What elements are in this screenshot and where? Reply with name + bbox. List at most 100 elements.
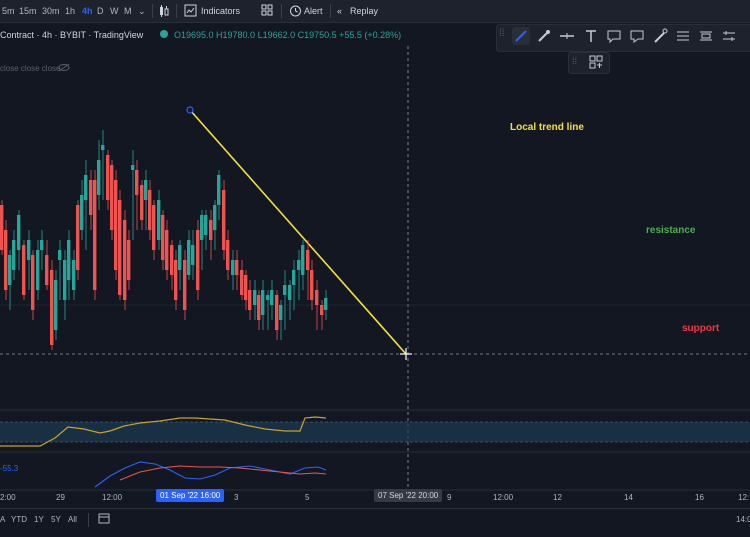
candle-body [178,245,182,270]
candle-body [27,240,31,260]
drag-handle-icon[interactable]: ⁞⁞ [572,56,578,66]
candle-body [140,185,144,220]
timeframe-4h[interactable]: 4h [82,6,93,16]
indicator-legend[interactable]: close close close [0,64,61,73]
candle-body [89,180,93,215]
range-tool-icon[interactable] [697,27,715,45]
object-tree-icon[interactable] [589,55,603,71]
candle-body [8,255,12,285]
range-all[interactable]: All [68,515,77,524]
trend-line-handle[interactable] [186,106,194,114]
candle-body [110,165,114,230]
candle-body [183,260,187,310]
candle-body [135,170,139,195]
annotation-resistance[interactable]: resistance [646,225,696,236]
brush-tool-icon[interactable] [535,27,553,45]
measure-tool-icon[interactable] [720,27,738,45]
candle-body [45,255,49,285]
candle-body [148,190,152,230]
note-tool-icon[interactable] [605,27,623,45]
candle-body [235,260,239,275]
crosshair-date-label: 07 Sep '22 20:00 [374,489,443,502]
candle-body [257,295,261,320]
alarm-clock-icon[interactable] [289,4,302,19]
indicators-icon[interactable] [184,4,197,19]
candle-body [320,305,324,315]
alert-button[interactable]: Alert [304,6,323,16]
candle-body [36,250,40,290]
timeframe-1h[interactable]: 1h [65,6,76,16]
candle-body [301,245,305,275]
range-all-history[interactable]: A [0,515,6,524]
timeframe-5m[interactable]: 5m [2,6,15,16]
symbol-legend[interactable]: Contract · 4h · BYBIT · TradingView [0,30,143,40]
x-tick: 12:00 [493,493,514,502]
timeframe-d[interactable]: D [97,6,104,16]
candle-body [324,298,328,310]
candle-body [288,285,292,300]
toolbar-divider [330,4,331,18]
market-status-dot [160,30,168,38]
candle-body [213,205,217,230]
clock-time: 14:0 [736,515,750,524]
templates-grid-icon[interactable] [261,4,273,18]
range-1y[interactable]: 1Y [34,515,44,524]
toolbar-divider [176,4,177,18]
candle-body [118,200,122,295]
trend-line [189,109,407,355]
candle-body [209,220,213,240]
candle-body [131,165,135,170]
timeframe-dropdown-icon[interactable]: ⌄ [138,6,146,16]
range-ytd[interactable]: YTD [11,515,27,524]
candle-body [231,260,235,275]
rewind-icon[interactable]: « [337,6,343,16]
candle-body [12,240,16,270]
trend-line-tool-icon[interactable] [512,27,530,45]
replay-button[interactable]: Replay [350,6,379,16]
candle-body [80,195,84,230]
candle-body [58,250,62,260]
candle-body [253,290,257,305]
text-tool-icon[interactable] [582,27,600,45]
timeframe-30m[interactable]: 30m [42,6,60,16]
indicators-button[interactable]: Indicators [201,6,241,16]
candle-body [275,295,279,330]
candle-body [67,240,71,280]
horizontal-line-tool-icon[interactable] [558,27,576,45]
pen-tool-icon[interactable] [651,27,669,45]
candles-group [0,130,328,350]
candle-body [200,215,204,240]
lines-tool-icon[interactable] [674,27,692,45]
x-tick: 5 [305,493,310,502]
eye-hidden-icon[interactable] [58,63,70,74]
annotation-support[interactable]: support [682,323,720,334]
go-to-date-icon[interactable] [98,513,110,526]
annotation-trend[interactable]: Local trend line [510,122,584,133]
candle-body [191,245,195,265]
candle-body [222,190,226,250]
candle-body [84,175,88,200]
range-5y[interactable]: 5Y [51,515,61,524]
timeframe-m[interactable]: M [124,6,132,16]
candle-body [127,240,131,280]
candle-body [270,290,274,305]
callout-tool-icon[interactable] [628,27,646,45]
drag-handle-icon[interactable]: ⁞⁞ [499,28,505,39]
candle-body [283,285,287,295]
x-tick: 3 [234,493,239,502]
candle-body [306,250,310,270]
candle-body [0,205,4,250]
toolbar-divider [88,513,89,527]
top-toolbar [0,0,750,23]
ohlc-values: O19695.0 H19780.0 L19662.0 C19750.5 +55.… [174,30,402,40]
rsi-band [0,422,750,442]
macd-line [94,461,327,488]
candle-body [174,260,178,300]
candle-body [123,220,127,300]
timeframe-15m[interactable]: 15m [19,6,37,16]
candles-chart-type-icon[interactable] [158,4,170,20]
timeframe-w[interactable]: W [110,6,119,16]
candle-body [226,240,230,270]
toolbar-divider [152,4,153,18]
